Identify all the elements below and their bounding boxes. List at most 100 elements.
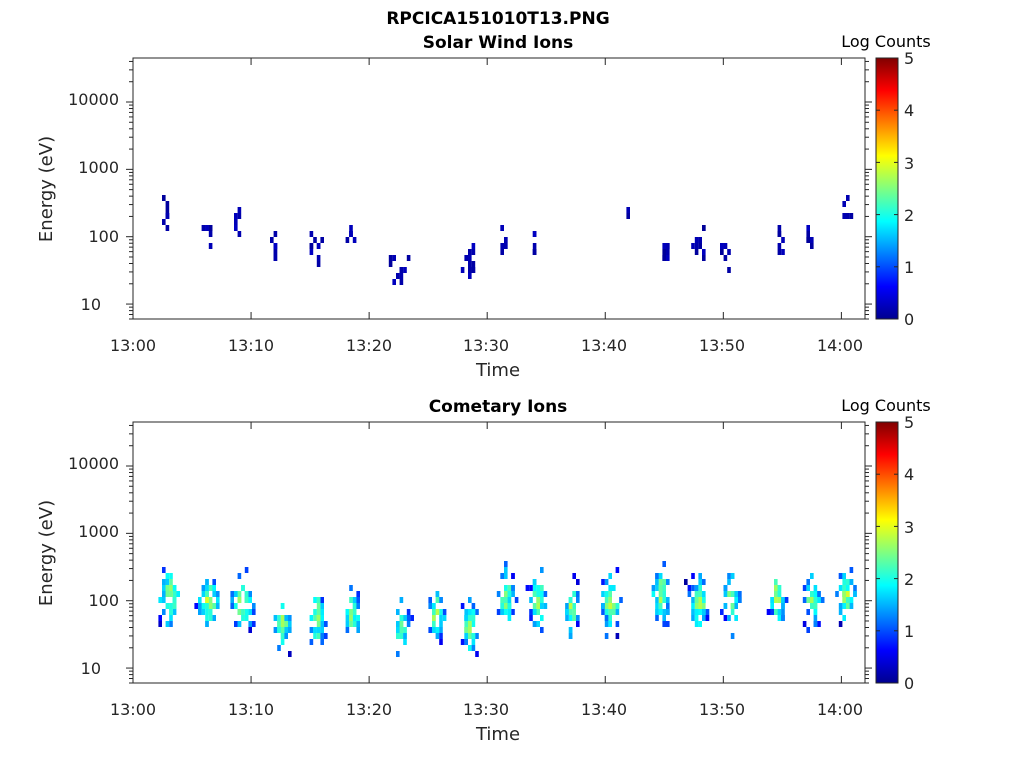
heatmap-cell: [540, 597, 544, 603]
heatmap-cell: [774, 579, 778, 585]
heatmap-cell: [810, 591, 814, 597]
heatmap-cell: [165, 213, 170, 219]
heatmap-cell: [806, 579, 810, 585]
heatmap-cell: [252, 621, 256, 627]
heatmap-cell: [237, 597, 242, 603]
heatmap-cell: [813, 603, 818, 609]
heatmap-cell: [806, 237, 810, 243]
heatmap-cell: [532, 621, 537, 627]
heatmap-cell: [842, 573, 846, 579]
heatmap-cell: [396, 273, 400, 279]
heatmap-cell: [313, 627, 317, 633]
heatmap-cell: [471, 243, 476, 249]
heatmap-cell: [536, 603, 540, 609]
heatmap-cell: [694, 609, 699, 615]
panel-solar-wind: Solar Wind Ions 13:00 13:10 13:20 13:30 …: [36, 32, 931, 381]
x-tick-label: 13:00: [110, 700, 156, 719]
heatmap-cell: [475, 609, 479, 615]
heatmap-cell: [702, 225, 706, 231]
heatmap-cell: [781, 603, 785, 609]
colorbar-gradient-bar: [875, 421, 899, 684]
heatmap-cell: [316, 597, 321, 603]
heatmap-cell: [460, 603, 465, 609]
heatmap-cell: [655, 609, 659, 615]
heatmap-cell: [212, 579, 216, 585]
heatmap-cell: [198, 603, 202, 609]
heatmap-cell: [576, 579, 580, 585]
heatmap-cell: [658, 597, 663, 603]
heatmap-cell: [691, 585, 695, 591]
heatmap-cell: [244, 609, 249, 615]
heatmap-cell: [313, 615, 317, 621]
heatmap-cell: [399, 633, 404, 639]
heatmap-cell: [694, 249, 699, 255]
heatmap-cell: [237, 591, 242, 597]
heatmap-cell: [392, 279, 396, 285]
heatmap-cell: [169, 579, 173, 585]
heatmap-cell: [723, 603, 728, 609]
heatmap-cell: [205, 597, 209, 603]
heatmap-cell: [237, 213, 242, 219]
heatmap-cell: [777, 591, 782, 597]
heatmap-cell: [608, 609, 612, 615]
heatmap-cell: [316, 609, 321, 615]
heatmap-cell: [698, 573, 702, 579]
heatmap-cell: [532, 609, 537, 615]
heatmap-cell: [316, 633, 321, 639]
heatmap-cell: [234, 213, 238, 219]
heatmap-cell: [727, 249, 731, 255]
heatmap-cell: [835, 591, 839, 597]
heatmap-cell: [810, 597, 814, 603]
heatmap-cell: [658, 573, 663, 579]
heatmap-cell: [468, 609, 472, 615]
heatmap-cell: [738, 591, 742, 597]
heatmap-cell: [820, 597, 825, 603]
heatmap-cell: [273, 615, 278, 621]
heatmap-cell: [702, 249, 706, 255]
heatmap-cell: [237, 573, 242, 579]
heatmap-cell: [439, 639, 443, 645]
x-tick-label: 13:40: [581, 336, 627, 355]
y-axis-label: Energy (eV): [36, 136, 57, 242]
heatmap-cell: [842, 579, 846, 585]
colorbar-tick-label: 0: [904, 674, 914, 693]
heatmap-cell: [165, 579, 170, 585]
heatmap-cell: [403, 639, 407, 645]
colorbar-tick-label: 2: [904, 206, 914, 225]
heatmap-cell: [288, 621, 292, 627]
heatmap-cell: [532, 249, 537, 255]
heatmap-cell: [309, 243, 314, 249]
heatmap-cell: [320, 609, 324, 615]
heatmap-cell: [237, 609, 242, 615]
colorbar-tick-label: 5: [904, 413, 914, 432]
heatmap-cell: [169, 573, 173, 579]
heatmap-cell: [781, 615, 785, 621]
heatmap-cell: [604, 609, 609, 615]
heatmap-cell: [662, 579, 666, 585]
heatmap-cell: [662, 255, 666, 261]
heatmap-cell: [273, 243, 278, 249]
heatmap-cell: [853, 585, 857, 591]
heatmap-cell: [774, 591, 778, 597]
x-tick-labels: 13:00 13:10 13:20 13:30 13:40 13:50 14:0…: [110, 336, 863, 355]
heatmap-cell: [284, 621, 288, 627]
heatmap-cell: [572, 573, 576, 579]
heatmap-cell: [529, 609, 533, 615]
heatmap-cell: [730, 609, 735, 615]
heatmap-cell: [464, 615, 468, 621]
heatmap-cell: [352, 609, 357, 615]
heatmap-cell: [439, 627, 443, 633]
heatmap-cell: [655, 603, 659, 609]
heatmap-cell: [781, 597, 785, 603]
heatmap-cell: [316, 261, 321, 267]
heatmap-cell: [500, 597, 504, 603]
heatmap-cell: [410, 615, 414, 621]
heatmap-cell: [806, 585, 810, 591]
heatmap-cell: [655, 585, 659, 591]
heatmap-cell: [730, 591, 735, 597]
heatmap-cell: [349, 621, 353, 627]
heatmap-cell: [162, 195, 166, 201]
heatmap-cell: [277, 615, 281, 621]
heatmap-cell: [320, 639, 324, 645]
